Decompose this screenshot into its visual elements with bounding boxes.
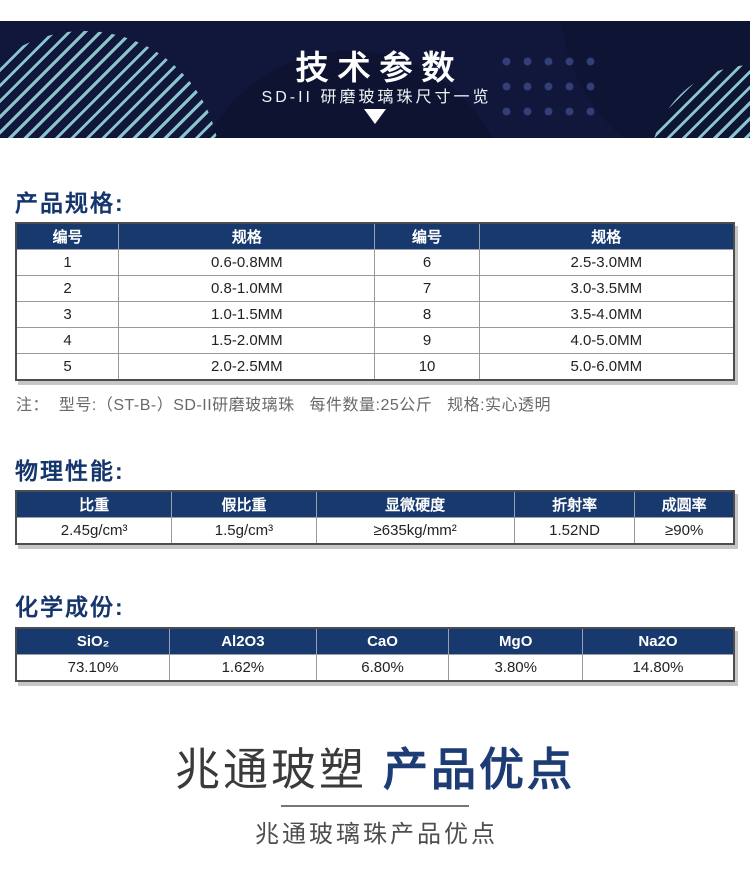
table-cell: 4.0-5.0MM bbox=[478, 327, 735, 354]
table-cell: ≥90% bbox=[634, 517, 735, 545]
table-header-row: SiO₂ Al2O3 CaO MgO Na2O bbox=[15, 627, 735, 655]
column-header-number: 编号 bbox=[15, 222, 120, 250]
product-note: 注： 型号:（ST-B-）SD-II研磨玻璃珠 每件数量:25公斤 规格:实心透… bbox=[16, 397, 552, 414]
table-cell: 1 bbox=[15, 249, 120, 276]
table-row: 2.45g/cm³ 1.5g/cm³ ≥635kg/mm² 1.52ND ≥90… bbox=[15, 517, 735, 545]
column-header: 假比重 bbox=[171, 490, 317, 518]
section-heading-physical: 物理性能: bbox=[15, 458, 125, 484]
table-cell: 3.0-3.5MM bbox=[478, 275, 735, 302]
table-cell: 1.62% bbox=[169, 654, 317, 682]
table-row: 2 0.8-1.0MM 7 3.0-3.5MM bbox=[15, 275, 735, 302]
table-cell: ≥635kg/mm² bbox=[315, 517, 515, 545]
table-cell: 3.5-4.0MM bbox=[478, 301, 735, 328]
table-row: 73.10% 1.62% 6.80% 3.80% 14.80% bbox=[15, 654, 735, 682]
table-cell: 14.80% bbox=[581, 654, 735, 682]
column-header: SiO₂ bbox=[15, 627, 171, 655]
physical-properties-table: 比重 假比重 显微硬度 折射率 成圆率 2.45g/cm³ 1.5g/cm³ ≥… bbox=[15, 490, 735, 545]
table-cell: 10 bbox=[374, 353, 480, 381]
divider bbox=[281, 805, 469, 807]
table-cell: 9 bbox=[374, 327, 480, 354]
column-header: 成圆率 bbox=[634, 490, 735, 518]
column-header: 折射率 bbox=[513, 490, 636, 518]
table-cell: 73.10% bbox=[15, 654, 171, 682]
product-spec-table: 编号 规格 编号 规格 1 0.6-0.8MM 6 2.5-3.0MM 2 0.… bbox=[15, 222, 735, 381]
table-cell: 3 bbox=[15, 301, 120, 328]
table-header-row: 比重 假比重 显微硬度 折射率 成圆率 bbox=[15, 490, 735, 518]
dot-grid-decoration bbox=[496, 49, 601, 124]
table-cell: 8 bbox=[374, 301, 480, 328]
banner-subtitle: SD-II 研磨玻璃珠尺寸一览 bbox=[261, 89, 492, 106]
footer-title: 兆通玻塑 产品优点 bbox=[0, 744, 750, 796]
footer-title-accent: 产品优点 bbox=[383, 744, 576, 795]
column-header: 显微硬度 bbox=[315, 490, 515, 518]
table-row: 1 0.6-0.8MM 6 2.5-3.0MM bbox=[15, 249, 735, 276]
column-header: Al2O3 bbox=[169, 627, 317, 655]
table-cell: 5 bbox=[15, 353, 120, 381]
section-heading-product-spec: 产品规格: bbox=[15, 190, 125, 216]
table-cell: 1.52ND bbox=[513, 517, 636, 545]
column-header-spec: 规格 bbox=[118, 222, 376, 250]
section-heading-chemical: 化学成份: bbox=[15, 594, 125, 620]
chemical-composition-table: SiO₂ Al2O3 CaO MgO Na2O 73.10% 1.62% 6.8… bbox=[15, 627, 735, 682]
column-header: 比重 bbox=[15, 490, 173, 518]
table-cell: 7 bbox=[374, 275, 480, 302]
table-cell: 2.0-2.5MM bbox=[118, 353, 376, 381]
table-cell: 2.5-3.0MM bbox=[478, 249, 735, 276]
column-header-number: 编号 bbox=[374, 222, 480, 250]
column-header-spec: 规格 bbox=[478, 222, 735, 250]
column-header: CaO bbox=[315, 627, 450, 655]
table-cell: 6.80% bbox=[315, 654, 450, 682]
table-header-row: 编号 规格 编号 规格 bbox=[15, 222, 735, 250]
table-cell: 0.6-0.8MM bbox=[118, 249, 376, 276]
table-cell: 4 bbox=[15, 327, 120, 354]
brand-name: 兆通玻塑 bbox=[174, 744, 367, 795]
table-cell: 2 bbox=[15, 275, 120, 302]
footer-subtitle: 兆通玻璃珠产品优点 bbox=[255, 821, 498, 848]
table-cell: 0.8-1.0MM bbox=[118, 275, 376, 302]
table-cell: 6 bbox=[374, 249, 480, 276]
banner-title: 技术参数 bbox=[295, 49, 464, 86]
table-cell: 1.5g/cm³ bbox=[171, 517, 317, 545]
triangle-down-icon bbox=[364, 109, 386, 124]
banner: 技术参数 SD-II 研磨玻璃珠尺寸一览 bbox=[0, 21, 750, 138]
table-cell: 3.80% bbox=[448, 654, 583, 682]
column-header: Na2O bbox=[581, 627, 735, 655]
table-cell: 5.0-6.0MM bbox=[478, 353, 735, 381]
table-row: 4 1.5-2.0MM 9 4.0-5.0MM bbox=[15, 327, 735, 354]
table-row: 5 2.0-2.5MM 10 5.0-6.0MM bbox=[15, 353, 735, 381]
table-cell: 2.45g/cm³ bbox=[15, 517, 173, 545]
table-cell: 1.5-2.0MM bbox=[118, 327, 376, 354]
column-header: MgO bbox=[448, 627, 583, 655]
table-row: 3 1.0-1.5MM 8 3.5-4.0MM bbox=[15, 301, 735, 328]
table-cell: 1.0-1.5MM bbox=[118, 301, 376, 328]
